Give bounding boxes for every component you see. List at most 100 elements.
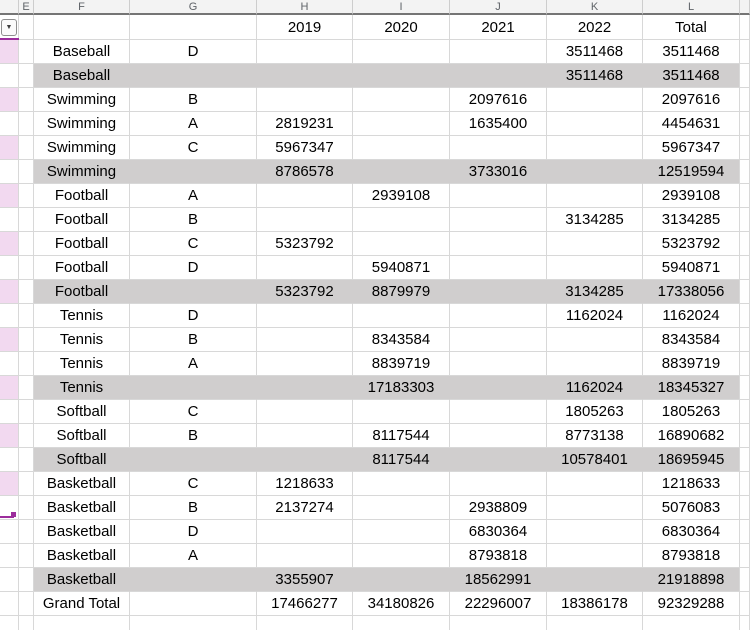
group-cell[interactable]: A (130, 352, 257, 376)
banded-cell[interactable] (0, 280, 19, 304)
column-header-G[interactable]: G (130, 0, 257, 15)
value-cell-2022[interactable] (547, 136, 643, 160)
value-cell-2021[interactable] (450, 256, 547, 280)
total-cell[interactable]: 4454631 (643, 112, 740, 136)
value-cell-2019[interactable] (257, 376, 353, 400)
total-cell[interactable]: 8793818 (643, 544, 740, 568)
value-cell-2022[interactable]: 1162024 (547, 376, 643, 400)
cell[interactable] (740, 544, 750, 568)
total-cell[interactable]: 6830364 (643, 520, 740, 544)
cell[interactable] (34, 15, 130, 40)
cell[interactable] (740, 400, 750, 424)
value-cell-2020[interactable]: 5940871 (353, 256, 450, 280)
value-cell-2019[interactable]: 8786578 (257, 160, 353, 184)
banded-cell[interactable] (0, 424, 19, 448)
value-cell-2021[interactable] (450, 448, 547, 472)
sport-cell[interactable]: Tennis (34, 304, 130, 328)
value-cell-2020[interactable] (353, 160, 450, 184)
value-cell-2019[interactable] (257, 304, 353, 328)
banded-cell[interactable] (0, 448, 19, 472)
group-cell[interactable]: B (130, 328, 257, 352)
value-cell-2022[interactable] (547, 496, 643, 520)
banded-cell[interactable] (0, 328, 19, 352)
cell[interactable] (740, 520, 750, 544)
cell[interactable] (19, 64, 34, 88)
value-cell-2022[interactable] (547, 232, 643, 256)
group-cell[interactable] (130, 592, 257, 616)
cell[interactable] (19, 88, 34, 112)
total-cell[interactable]: 18345327 (643, 376, 740, 400)
total-cell[interactable]: 92329288 (643, 592, 740, 616)
value-cell-2022[interactable]: 1162024 (547, 304, 643, 328)
value-cell-2021[interactable]: 2097616 (450, 88, 547, 112)
sport-cell[interactable]: Football (34, 232, 130, 256)
group-cell[interactable]: C (130, 136, 257, 160)
value-cell-2019[interactable] (257, 184, 353, 208)
banded-cell[interactable] (0, 544, 19, 568)
cell[interactable] (740, 616, 750, 630)
cell[interactable] (740, 304, 750, 328)
column-header-H[interactable]: H (257, 0, 353, 15)
value-cell-2019[interactable]: 1218633 (257, 472, 353, 496)
cell[interactable] (547, 616, 643, 630)
sport-cell[interactable]: Basketball (34, 544, 130, 568)
value-cell-2021[interactable]: 1635400 (450, 112, 547, 136)
cell[interactable] (19, 136, 34, 160)
value-cell-2021[interactable] (450, 328, 547, 352)
cell[interactable] (740, 496, 750, 520)
group-cell[interactable] (130, 448, 257, 472)
cell[interactable] (643, 616, 740, 630)
cell[interactable] (19, 256, 34, 280)
cell[interactable] (19, 544, 34, 568)
value-cell-2021[interactable] (450, 352, 547, 376)
value-cell-2022[interactable] (547, 544, 643, 568)
value-cell-2021[interactable] (450, 472, 547, 496)
total-cell[interactable]: 12519594 (643, 160, 740, 184)
banded-cell[interactable] (0, 520, 19, 544)
cell[interactable] (19, 592, 34, 616)
banded-cell[interactable] (0, 352, 19, 376)
banded-cell[interactable] (0, 496, 19, 520)
value-cell-2019[interactable]: 2137274 (257, 496, 353, 520)
year-header-cell[interactable]: 2020 (353, 15, 450, 40)
total-cell[interactable]: 1218633 (643, 472, 740, 496)
cell[interactable] (740, 112, 750, 136)
cell[interactable] (19, 448, 34, 472)
group-cell[interactable] (130, 280, 257, 304)
sport-cell[interactable]: Basketball (34, 568, 130, 592)
total-cell[interactable]: 5323792 (643, 232, 740, 256)
cell[interactable] (740, 592, 750, 616)
value-cell-2019[interactable] (257, 208, 353, 232)
column-header-I[interactable]: I (353, 0, 450, 15)
banded-cell[interactable] (0, 40, 19, 64)
value-cell-2020[interactable] (353, 568, 450, 592)
value-cell-2021[interactable]: 6830364 (450, 520, 547, 544)
cell[interactable] (19, 160, 34, 184)
cell[interactable] (740, 208, 750, 232)
cell[interactable] (19, 424, 34, 448)
value-cell-2021[interactable]: 22296007 (450, 592, 547, 616)
value-cell-2020[interactable]: 8343584 (353, 328, 450, 352)
total-cell[interactable]: 5076083 (643, 496, 740, 520)
value-cell-2019[interactable]: 5967347 (257, 136, 353, 160)
value-cell-2022[interactable]: 8773138 (547, 424, 643, 448)
total-cell[interactable]: 5967347 (643, 136, 740, 160)
sport-cell[interactable]: Grand Total (34, 592, 130, 616)
cell[interactable] (19, 496, 34, 520)
selection-fill-handle[interactable] (11, 512, 16, 517)
group-cell[interactable]: B (130, 88, 257, 112)
value-cell-2019[interactable] (257, 448, 353, 472)
group-cell[interactable]: B (130, 424, 257, 448)
value-cell-2019[interactable] (257, 64, 353, 88)
cell[interactable] (19, 112, 34, 136)
value-cell-2022[interactable] (547, 88, 643, 112)
value-cell-2021[interactable] (450, 400, 547, 424)
cell[interactable] (19, 15, 34, 40)
year-header-cell[interactable]: 2019 (257, 15, 353, 40)
sport-cell[interactable]: Swimming (34, 136, 130, 160)
banded-cell[interactable] (0, 256, 19, 280)
sport-cell[interactable]: Football (34, 256, 130, 280)
value-cell-2021[interactable] (450, 208, 547, 232)
cell[interactable] (19, 208, 34, 232)
total-cell[interactable]: 8343584 (643, 328, 740, 352)
